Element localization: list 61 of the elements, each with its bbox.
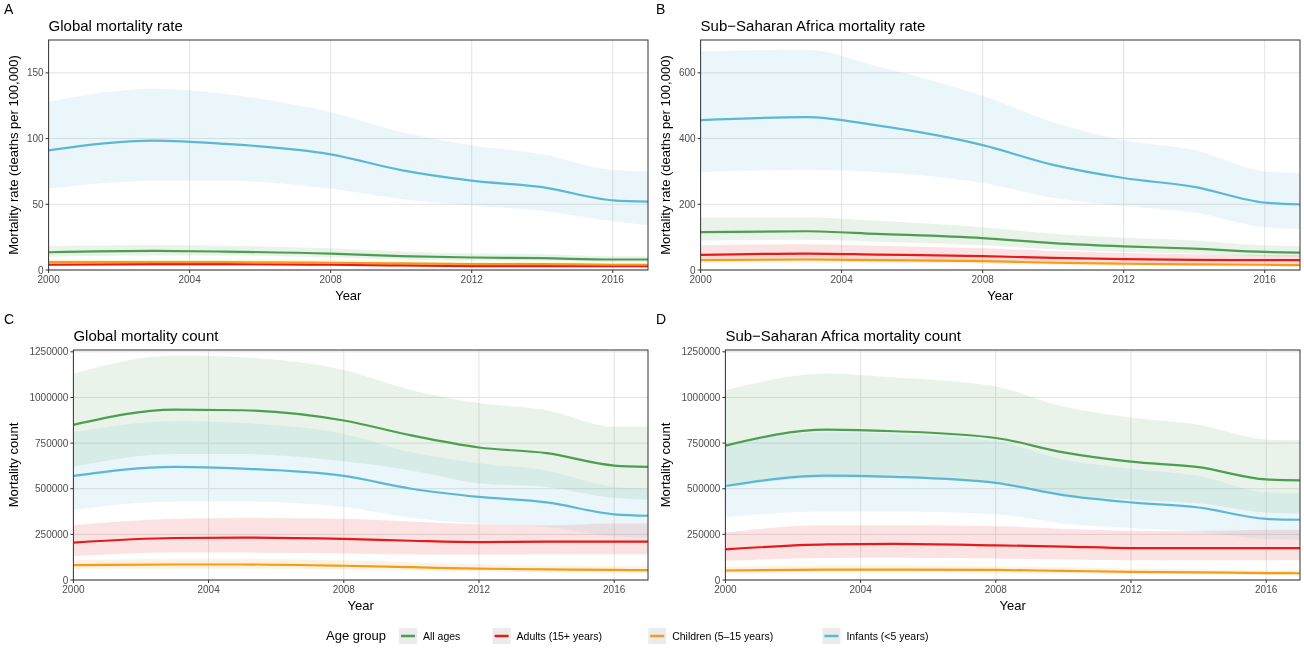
x-tick-label: 2004 [830,274,854,285]
y-tick-label: 750000 [35,437,69,449]
x-tick-label: 2000 [37,274,61,285]
y-tick-label: 50 [32,198,45,210]
x-tick-label: 2008 [971,274,995,285]
x-tick-label: 2016 [603,584,626,595]
x-tick-label: 2000 [714,584,737,595]
x-tick-label: 2012 [1112,274,1136,285]
x-tick-label: 2004 [849,584,873,595]
y-axis-title: Mortality count [658,422,673,508]
x-tick-label: 2012 [1119,584,1143,595]
legend-label: All ages [423,630,461,642]
y-tick-label: 0 [690,264,697,276]
chart-title: Sub−Saharan Africa mortality rate [700,17,926,34]
x-tick-label: 2008 [319,274,343,285]
x-axis-title: Year [347,598,375,613]
y-tick-label: 200 [678,198,697,210]
x-tick-label: 2000 [689,274,713,285]
y-tick-label: 500000 [687,483,721,495]
text: B [656,1,666,17]
x-tick-label: 2000 [62,584,85,595]
x-tick-label: 2012 [467,584,491,595]
y-axis-title: Mortality count [6,422,21,508]
chart-title: Sub−Saharan Africa mortality count [725,327,962,344]
legend-label: Adults (15+ years) [516,630,603,642]
y-tick-label: 0 [714,574,721,586]
y-tick-label: 750000 [687,437,721,449]
y-tick-label: 600 [678,67,697,79]
text: A [4,1,14,17]
y-tick-label: 1250000 [29,346,69,358]
y-tick-label: 1000000 [29,391,69,403]
text: C [4,311,15,327]
x-axis-title: Year [999,598,1027,613]
y-tick-label: 100 [26,133,45,145]
legend-label: Infants (<5 years) [846,630,929,642]
x-tick-label: 2012 [460,274,484,285]
y-tick-label: 0 [38,264,45,276]
x-tick-label: 2004 [197,584,221,595]
x-tick-label: 2016 [601,274,625,285]
x-tick-label: 2008 [984,584,1008,595]
chart-title: Global mortality count [73,327,220,344]
y-tick-label: 0 [62,574,69,586]
x-axis-title: Year [335,288,363,303]
y-tick-label: 1000000 [681,391,721,403]
x-tick-label: 2016 [1255,584,1278,595]
text: D [656,311,667,327]
y-tick-label: 250000 [687,528,721,540]
chart-title: Global mortality rate [48,17,183,34]
y-axis-title: Mortality rate (deaths per 100,000) [6,55,21,255]
x-axis-title: Year [987,288,1015,303]
y-tick-label: 150 [26,67,45,79]
legend-title: Age group [326,628,386,643]
x-tick-label: 2008 [332,584,356,595]
x-tick-label: 2016 [1253,274,1277,285]
y-tick-label: 250000 [35,528,69,540]
legend-label: Children (5–15 years) [672,630,774,642]
y-tick-label: 1250000 [681,346,721,358]
y-axis-title: Mortality rate (deaths per 100,000) [658,55,673,255]
y-tick-label: 400 [678,133,697,145]
x-tick-label: 2004 [178,274,202,285]
y-tick-label: 500000 [35,483,69,495]
